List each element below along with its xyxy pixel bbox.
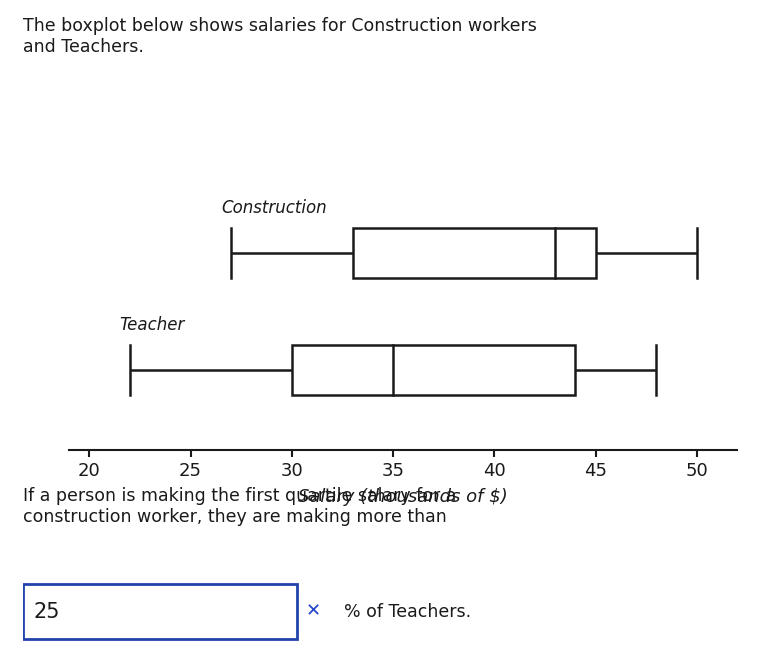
Text: Construction: Construction — [221, 200, 326, 217]
Text: Teacher: Teacher — [120, 316, 185, 334]
Text: % of Teachers.: % of Teachers. — [344, 603, 472, 620]
Bar — [353, 228, 595, 278]
FancyBboxPatch shape — [23, 584, 297, 639]
Text: 25: 25 — [34, 601, 61, 622]
Text: ✕: ✕ — [306, 603, 321, 620]
Text: The boxplot below shows salaries for Construction workers
and Teachers.: The boxplot below shows salaries for Con… — [23, 17, 537, 56]
Text: If a person is making the first quartile salary for a
construction worker, they : If a person is making the first quartile… — [23, 487, 456, 526]
X-axis label: Salary (thousands of $): Salary (thousands of $) — [298, 489, 508, 507]
Bar — [292, 345, 575, 394]
